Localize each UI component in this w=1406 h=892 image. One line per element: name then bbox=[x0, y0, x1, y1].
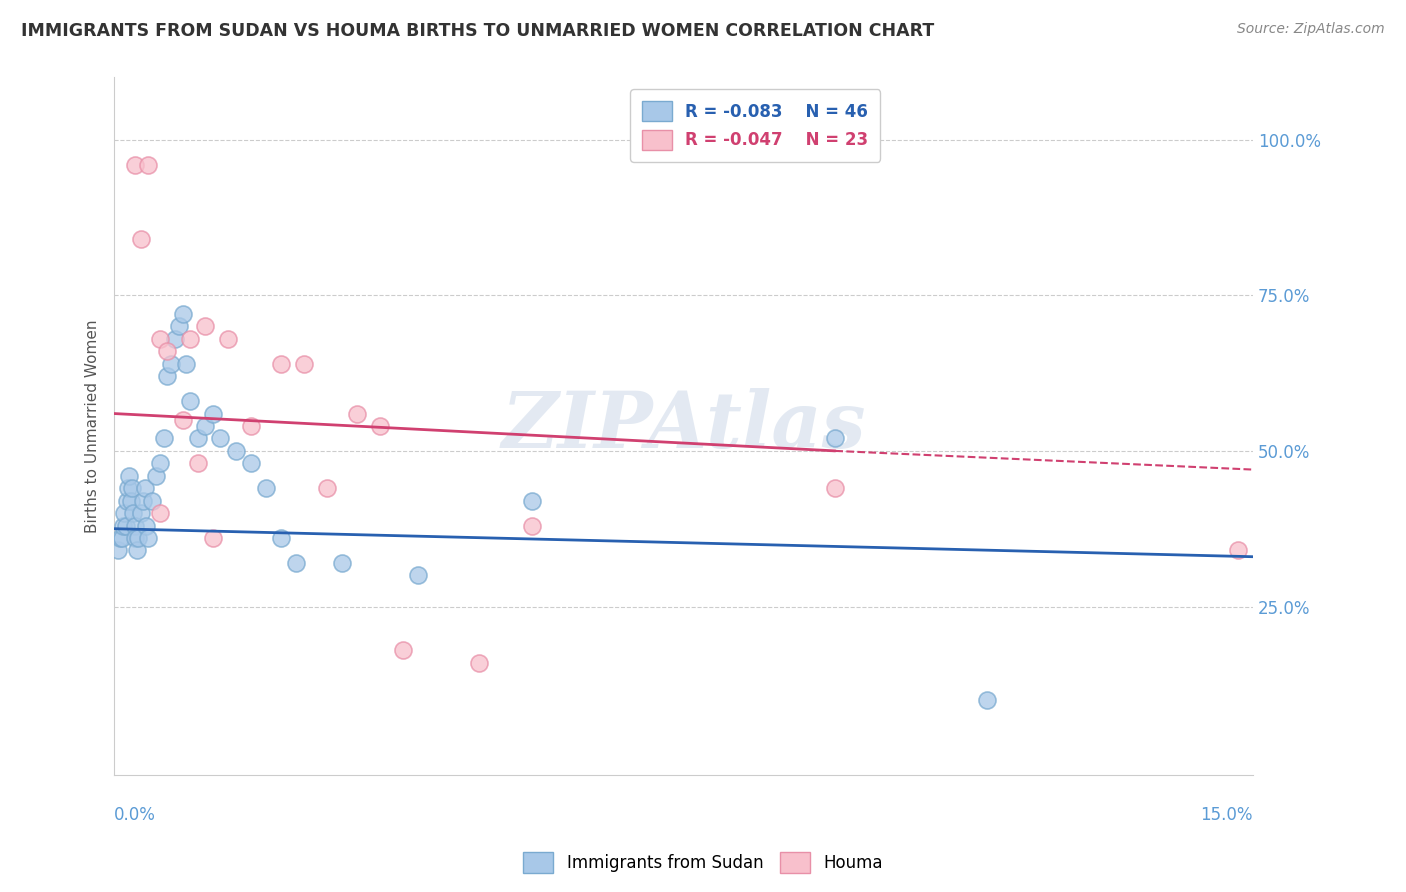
Point bbox=[824, 432, 846, 446]
Point bbox=[172, 307, 194, 321]
Point bbox=[209, 432, 232, 446]
Point bbox=[292, 357, 315, 371]
Point bbox=[179, 394, 201, 409]
Point bbox=[156, 369, 179, 384]
Point bbox=[406, 568, 429, 582]
Point bbox=[160, 357, 183, 371]
Point bbox=[194, 319, 217, 334]
Point bbox=[824, 481, 846, 495]
Point bbox=[176, 357, 198, 371]
Point bbox=[976, 693, 998, 707]
Point bbox=[156, 344, 179, 359]
Point bbox=[201, 531, 224, 545]
Y-axis label: Births to Unmarried Women: Births to Unmarried Women bbox=[86, 319, 100, 533]
Point bbox=[112, 518, 135, 533]
Legend: Immigrants from Sudan, Houma: Immigrants from Sudan, Houma bbox=[516, 846, 890, 880]
Point bbox=[239, 456, 262, 470]
Text: 15.0%: 15.0% bbox=[1201, 806, 1253, 824]
Text: 0.0%: 0.0% bbox=[114, 806, 156, 824]
Point bbox=[163, 332, 186, 346]
Point bbox=[467, 656, 489, 670]
Point bbox=[179, 332, 201, 346]
Legend: R = -0.083    N = 46, R = -0.047    N = 23: R = -0.083 N = 46, R = -0.047 N = 23 bbox=[630, 89, 880, 161]
Point bbox=[391, 643, 413, 657]
Point bbox=[110, 531, 132, 545]
Point bbox=[134, 481, 156, 495]
Point bbox=[127, 531, 149, 545]
Point bbox=[520, 518, 543, 533]
Point bbox=[217, 332, 239, 346]
Point bbox=[120, 493, 142, 508]
Point bbox=[138, 531, 160, 545]
Point bbox=[111, 531, 134, 545]
Point bbox=[132, 493, 155, 508]
Text: IMMIGRANTS FROM SUDAN VS HOUMA BIRTHS TO UNMARRIED WOMEN CORRELATION CHART: IMMIGRANTS FROM SUDAN VS HOUMA BIRTHS TO… bbox=[21, 22, 935, 40]
Point bbox=[194, 419, 217, 434]
Point bbox=[112, 506, 135, 520]
Point bbox=[520, 493, 543, 508]
Point bbox=[115, 493, 138, 508]
Point bbox=[368, 419, 391, 434]
Text: ZIPAtlas: ZIPAtlas bbox=[502, 388, 866, 464]
Point bbox=[122, 506, 145, 520]
Point bbox=[135, 518, 157, 533]
Point bbox=[285, 556, 308, 570]
Point bbox=[124, 518, 146, 533]
Point bbox=[117, 481, 139, 495]
Point bbox=[315, 481, 337, 495]
Point bbox=[201, 407, 224, 421]
Point bbox=[270, 357, 292, 371]
Point bbox=[141, 493, 163, 508]
Point bbox=[149, 506, 172, 520]
Point bbox=[149, 456, 172, 470]
Point bbox=[145, 468, 167, 483]
Point bbox=[167, 319, 190, 334]
Point bbox=[121, 481, 143, 495]
Point bbox=[114, 518, 136, 533]
Point bbox=[346, 407, 368, 421]
Point bbox=[187, 456, 209, 470]
Point bbox=[270, 531, 292, 545]
Point bbox=[118, 468, 141, 483]
Point bbox=[152, 432, 174, 446]
Point bbox=[225, 443, 247, 458]
Point bbox=[187, 432, 209, 446]
Point bbox=[124, 158, 146, 172]
Point bbox=[254, 481, 277, 495]
Text: Source: ZipAtlas.com: Source: ZipAtlas.com bbox=[1237, 22, 1385, 37]
Point bbox=[129, 232, 152, 246]
Point bbox=[239, 419, 262, 434]
Point bbox=[172, 413, 194, 427]
Point bbox=[330, 556, 353, 570]
Point bbox=[149, 332, 172, 346]
Point bbox=[1226, 543, 1249, 558]
Point bbox=[107, 543, 129, 558]
Point bbox=[129, 506, 152, 520]
Point bbox=[125, 543, 148, 558]
Point bbox=[124, 531, 146, 545]
Point bbox=[138, 158, 160, 172]
